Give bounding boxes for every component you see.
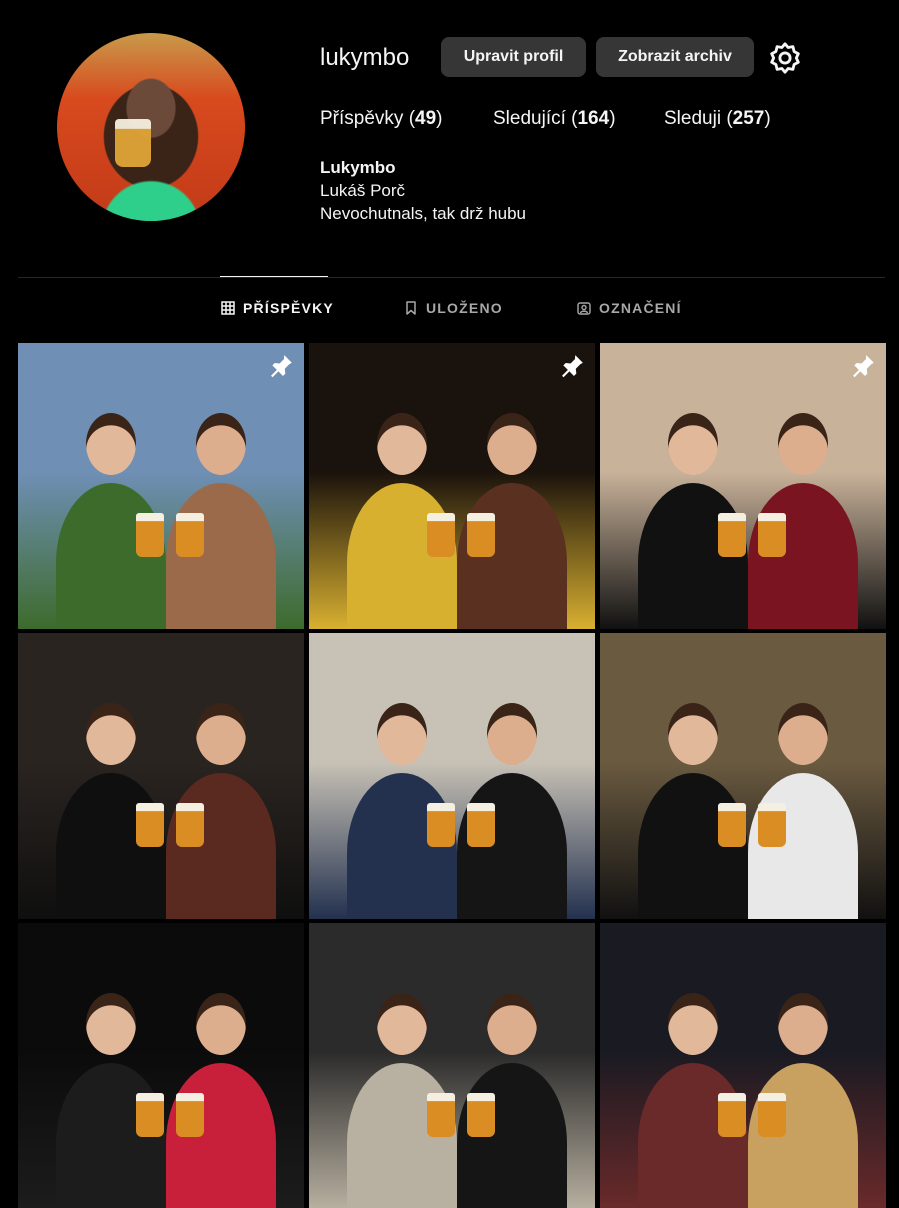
bio-section: Lukymbo Lukáš Porč Nevochutnals, tak drž… [320, 156, 526, 225]
post-figure-head [778, 703, 828, 765]
post-figure-head [668, 413, 718, 475]
beer-glass-icon [176, 513, 204, 557]
beer-glass-icon [115, 119, 151, 167]
beer-glass-icon [427, 803, 455, 847]
profile-header: lukymbo Upravit profil Zobrazit archiv P… [0, 0, 899, 260]
post-figure-head [668, 703, 718, 765]
beer-glass-icon [136, 1093, 164, 1137]
display-name: Lukymbo [320, 158, 396, 177]
beer-glass-icon [176, 803, 204, 847]
post-thumbnail[interactable] [18, 633, 304, 919]
full-name: Lukáš Porč [320, 181, 406, 200]
beer-glass-icon [427, 1093, 455, 1137]
post-thumbnail[interactable] [309, 343, 595, 629]
bookmark-icon [406, 301, 416, 315]
post-figure-head [377, 413, 427, 475]
followers-stat[interactable]: Sledující (164) [493, 108, 616, 129]
profile-tabs: PŘÍSPĚVKY ULOŽENO OZNAČENÍ [0, 300, 899, 322]
beer-glass-icon [758, 513, 786, 557]
tagged-icon [577, 302, 591, 315]
post-figure-head [487, 703, 537, 765]
beer-glass-icon [758, 803, 786, 847]
beer-glass-icon [136, 803, 164, 847]
post-figure-head [778, 993, 828, 1055]
view-archive-button[interactable]: Zobrazit archiv [596, 37, 754, 77]
post-thumbnail[interactable] [18, 923, 304, 1208]
tabs-divider [18, 277, 885, 278]
post-figure-head [487, 413, 537, 475]
post-figure-head [377, 703, 427, 765]
posts-stat[interactable]: Příspěvky (49) [320, 108, 443, 129]
tab-saved[interactable]: ULOŽENO [404, 300, 503, 316]
post-figure-head [86, 703, 136, 765]
pin-icon [559, 353, 585, 379]
post-thumbnail[interactable] [600, 633, 886, 919]
gear-icon[interactable] [768, 41, 802, 75]
avatar[interactable] [57, 33, 245, 221]
beer-glass-icon [467, 1093, 495, 1137]
post-thumbnail[interactable] [18, 343, 304, 629]
beer-glass-icon [176, 1093, 204, 1137]
active-tab-indicator [220, 276, 328, 277]
beer-glass-icon [718, 513, 746, 557]
bio-text: Nevochutnals, tak drž hubu [320, 204, 527, 223]
pin-icon [850, 353, 876, 379]
beer-glass-icon [718, 1093, 746, 1137]
post-figure-head [668, 993, 718, 1055]
beer-glass-icon [718, 803, 746, 847]
beer-glass-icon [427, 513, 455, 557]
post-thumbnail[interactable] [600, 343, 886, 629]
beer-glass-icon [467, 803, 495, 847]
beer-glass-icon [467, 513, 495, 557]
post-figure-head [196, 993, 246, 1055]
following-stat[interactable]: Sleduji (257) [664, 108, 771, 129]
username: lukymbo [320, 44, 410, 71]
edit-profile-button[interactable]: Upravit profil [441, 37, 586, 77]
post-figure-head [377, 993, 427, 1055]
beer-glass-icon [136, 513, 164, 557]
beer-glass-icon [758, 1093, 786, 1137]
tab-tagged[interactable]: OZNAČENÍ [577, 300, 682, 316]
post-figure-head [487, 993, 537, 1055]
post-thumbnail[interactable] [600, 923, 886, 1208]
post-thumbnail[interactable] [309, 633, 595, 919]
post-figure-head [196, 413, 246, 475]
post-thumbnail[interactable] [309, 923, 595, 1208]
tab-posts[interactable]: PŘÍSPĚVKY [221, 300, 334, 316]
pin-icon [268, 353, 294, 379]
post-figure-head [196, 703, 246, 765]
grid-icon [221, 301, 235, 315]
post-figure-head [778, 413, 828, 475]
post-figure-head [86, 993, 136, 1055]
post-figure-head [86, 413, 136, 475]
